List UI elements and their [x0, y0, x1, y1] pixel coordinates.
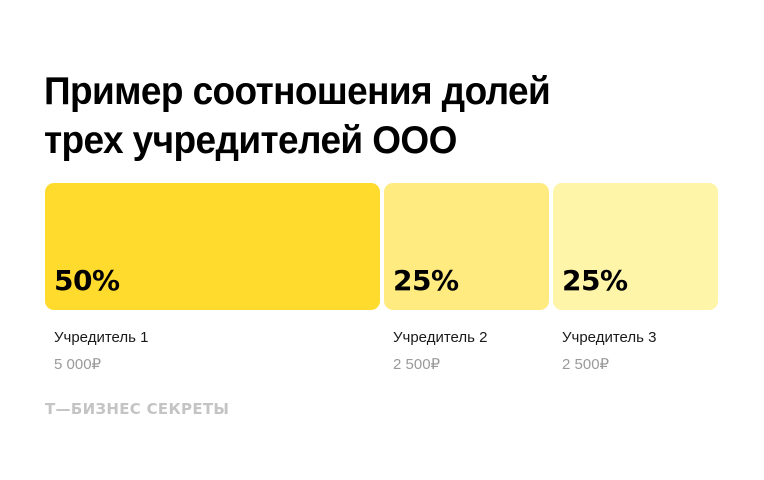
founder-3-amount: 2 500₽	[562, 356, 610, 373]
founder-2-label: Учредитель 2	[393, 329, 488, 346]
share-percent-founder-1: 50%	[54, 264, 120, 297]
share-percent-founder-2: 25%	[393, 264, 459, 297]
founder-3-label: Учредитель 3	[562, 329, 657, 346]
share-bar-founder-1: 50%	[45, 183, 380, 310]
title-line-2: трех учредителей ООО	[44, 118, 457, 162]
page-title: Пример соотношения долей трех учредителе…	[44, 66, 724, 165]
share-bar-founder-2: 25%	[384, 183, 549, 310]
title-line-1: Пример соотношения долей	[44, 69, 551, 113]
founder-1-label: Учредитель 1	[54, 329, 149, 346]
share-percent-founder-3: 25%	[562, 264, 628, 297]
brand-logo: Т—БИЗНЕС СЕКРЕТЫ	[45, 400, 230, 418]
founder-2-amount: 2 500₽	[393, 356, 441, 373]
founder-1-amount: 5 000₽	[54, 356, 102, 373]
share-bar-founder-3: 25%	[553, 183, 718, 310]
